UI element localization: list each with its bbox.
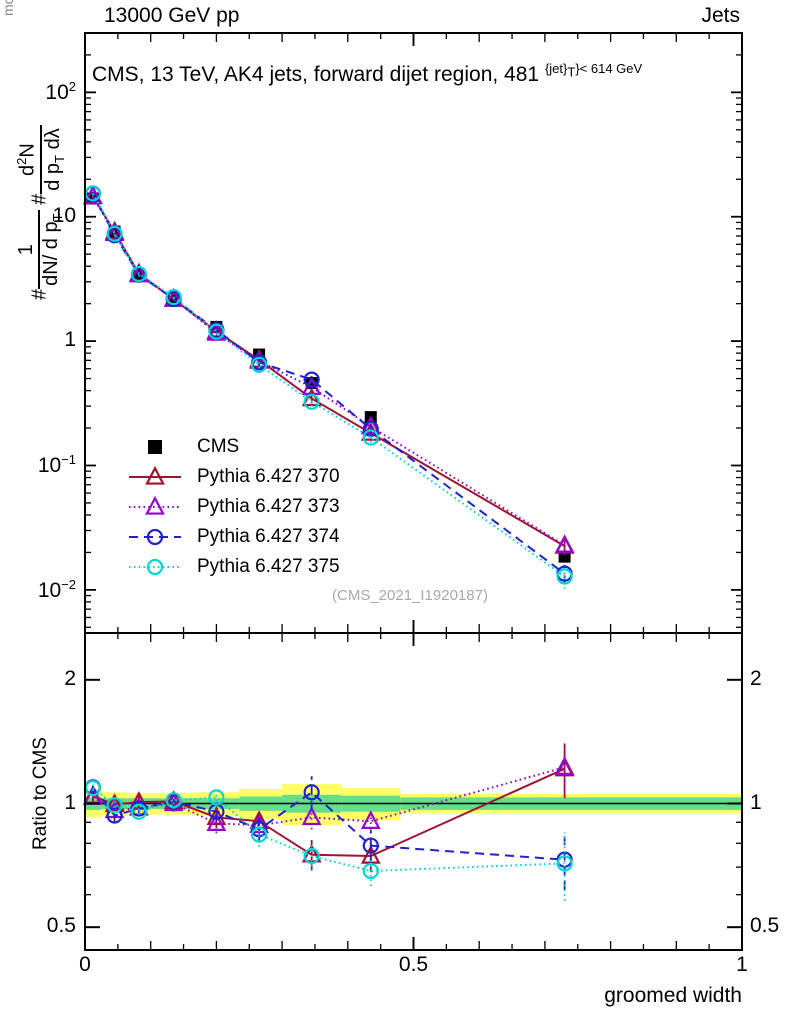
main-line-3 <box>92 193 566 575</box>
ratio-ytick-label-1: 1 <box>64 790 76 814</box>
plot-title: CMS, 13 TeV, AK4 jets, forward dijet reg… <box>92 61 643 86</box>
main-marker-4-4 <box>208 323 225 340</box>
ratio-marker-1-7 <box>360 810 381 829</box>
main-panel-frame <box>84 32 743 634</box>
legend-marker-4 <box>146 558 164 576</box>
ratio-marker-3-1 <box>106 797 123 814</box>
ratio-panel-frame <box>84 632 743 951</box>
legend-label-0: CMS <box>197 436 240 457</box>
legend-marker-0 <box>148 440 162 454</box>
main-marker-2-0 <box>83 185 103 205</box>
ratio-marker-3-4 <box>208 789 225 806</box>
main-line-2 <box>92 196 566 547</box>
ratio-marker-1-4 <box>206 812 227 831</box>
ratio-marker-3-6 <box>303 847 320 865</box>
header-category-label: Jets <box>701 4 740 27</box>
main-ytick-label-3: 10−1 <box>37 452 76 478</box>
main-marker-4-7 <box>362 429 379 446</box>
xtick-label-1: 0.5 <box>398 953 429 976</box>
ratio-ytick-label-right-0: 2 <box>750 666 762 690</box>
ratio-ytick-label-2: 0.5 <box>46 914 76 938</box>
main-marker-3-7 <box>362 420 379 437</box>
ratio-marker-1-6 <box>301 806 322 826</box>
main-marker-4-3 <box>165 288 182 306</box>
ratio-marker-3-2 <box>130 803 147 820</box>
analysis-watermark: (CMS_2021_I1920187) <box>332 587 488 604</box>
legend-label-3: Pythia 6.427 374 <box>197 526 340 547</box>
legend-label-2: Pythia 6.427 373 <box>197 496 340 517</box>
legend-label-1: Pythia 6.427 370 <box>197 466 340 487</box>
ratio-line-2 <box>92 786 565 861</box>
ratio-marker-3-3 <box>165 792 182 809</box>
main-marker-4-6 <box>303 393 320 410</box>
main-ytick-label-1: 10 <box>52 203 76 227</box>
legend-marker-3 <box>146 528 164 546</box>
main-marker-4-2 <box>130 265 147 283</box>
main-ytick-label-4: 10−2 <box>37 576 76 602</box>
main-marker-2-8 <box>554 534 575 554</box>
main-ytick-label-0: 102 <box>45 79 76 105</box>
ratio-marker-3-8 <box>556 855 573 872</box>
xaxis-label: groomed width <box>604 984 742 1007</box>
ratio-marker-3-5 <box>251 826 268 843</box>
xtick-label-0: 0 <box>79 953 91 976</box>
main-line-1 <box>92 195 566 547</box>
ratio-marker-2-1 <box>106 807 123 824</box>
main-line-4 <box>92 192 566 578</box>
ratio-marker-3-7 <box>362 862 379 880</box>
ratio-ytick-label-right-2: 0.5 <box>750 914 780 938</box>
xtick-label-2: 1 <box>736 953 748 976</box>
legend-marker-1 <box>145 465 165 485</box>
main-marker-3-6 <box>303 371 320 388</box>
ratio-ytick-label-right-1: 1 <box>750 790 762 814</box>
legend-marker-2 <box>145 495 165 515</box>
header-beam-label: 13000 GeV pp <box>104 4 240 27</box>
main-marker-4-1 <box>106 225 123 242</box>
main-ytick-label-2: 1 <box>64 328 76 352</box>
ratio-marker-1-8 <box>554 756 575 775</box>
ratio-marker-2-6 <box>303 784 320 801</box>
main-marker-4-8 <box>556 568 573 585</box>
main-marker-4-5 <box>251 356 268 373</box>
ratio-ytick-label-0: 2 <box>64 666 76 690</box>
legend-label-4: Pythia 6.427 375 <box>197 556 340 577</box>
ratio-marker-2-7 <box>362 837 379 854</box>
